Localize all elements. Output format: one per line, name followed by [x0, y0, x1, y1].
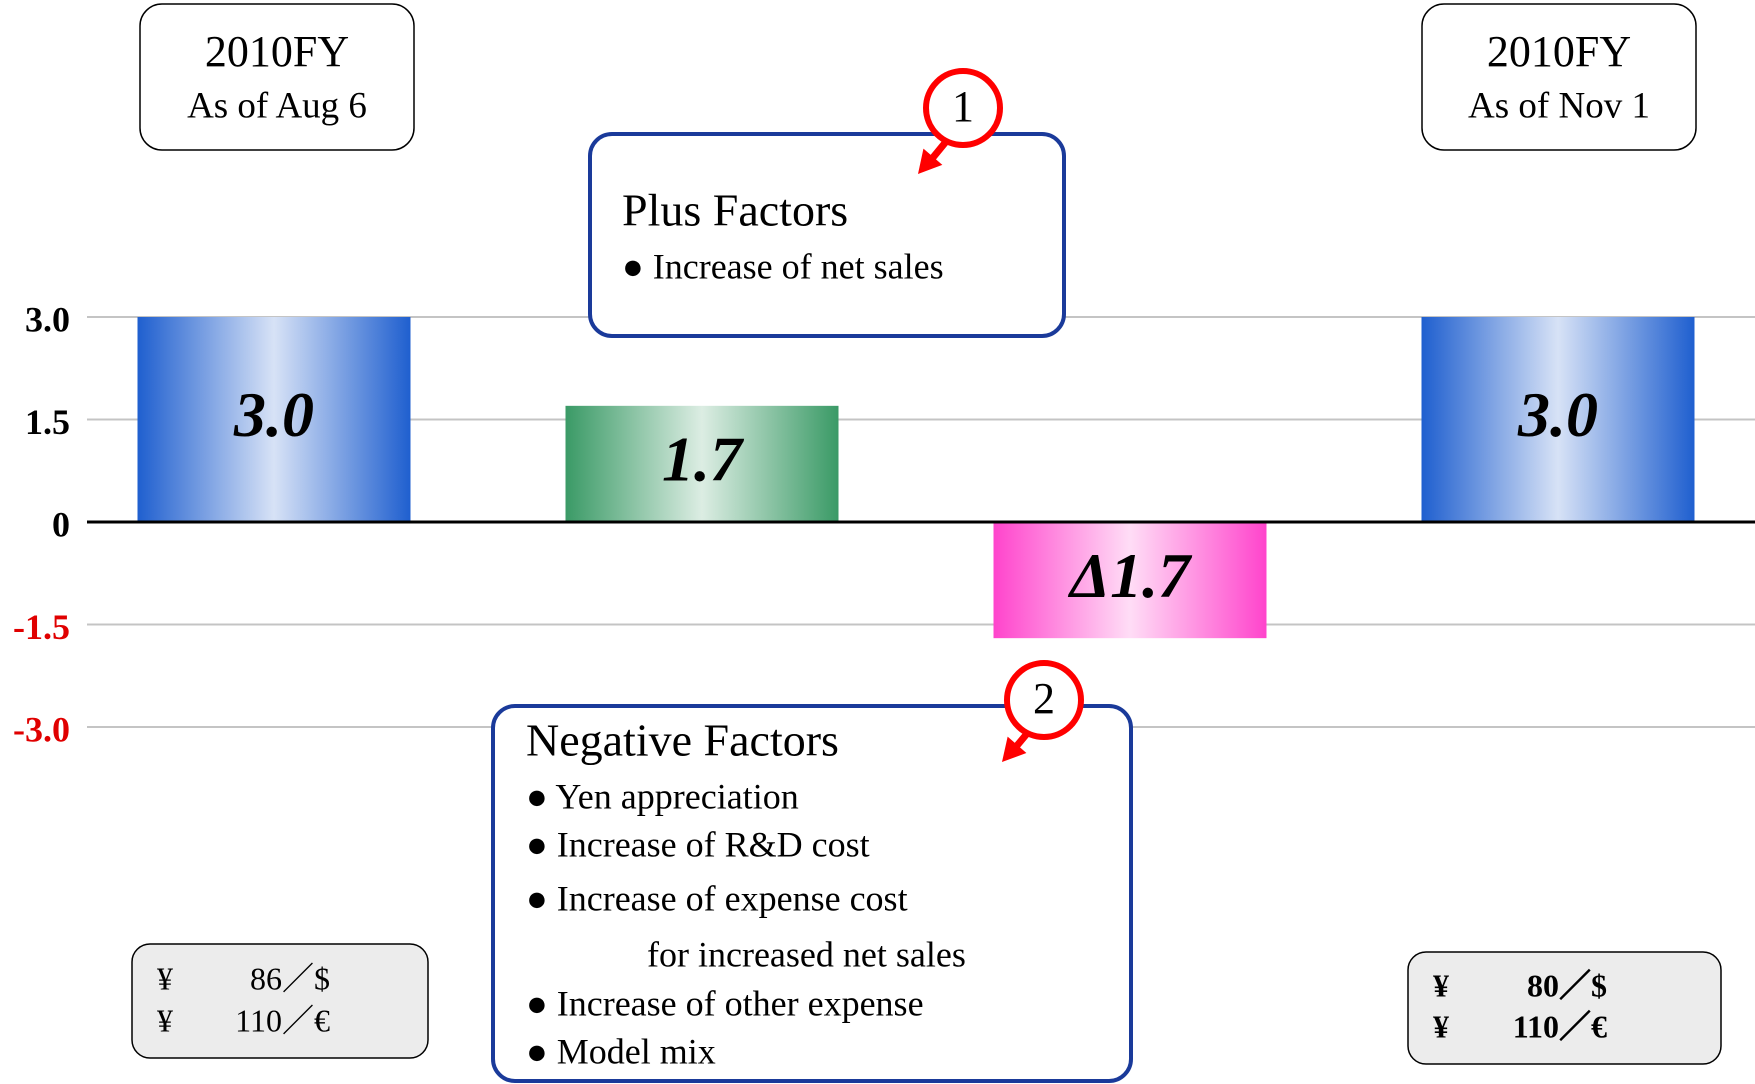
y-tick-label: -3.0: [13, 709, 70, 749]
header-box: [139, 3, 415, 151]
header-title: 2010FY: [1487, 27, 1631, 76]
header-title: 2010FY: [205, 27, 349, 76]
rate-value: 110／€: [1513, 1008, 1607, 1044]
y-tick-label: 1.5: [25, 402, 70, 442]
negative-item: ● Increase of R&D cost: [526, 824, 870, 864]
rate-currency: ¥: [157, 1002, 173, 1038]
bar: [565, 405, 839, 522]
marker-arrowhead: [918, 148, 943, 174]
rate-currency: ¥: [157, 960, 173, 996]
marker-circle: [1004, 660, 1084, 740]
y-tick-label: 3.0: [25, 299, 70, 339]
rate-value: 110／€: [235, 1002, 330, 1038]
rate-box: [1407, 951, 1722, 1065]
plus-box: [588, 132, 1066, 338]
value-label: 3.0: [1517, 379, 1598, 450]
rate-currency: ¥: [1433, 967, 1449, 1003]
marker-number: 2: [1033, 674, 1055, 723]
negative-item: for increased net sales: [647, 934, 966, 974]
rate-box: [131, 943, 429, 1059]
bar: [137, 317, 411, 522]
bar: [1421, 317, 1695, 522]
rate-value: 80／$: [1527, 967, 1607, 1003]
rate-value: 86／$: [250, 960, 330, 996]
bar: [993, 522, 1267, 639]
marker-circle: [923, 68, 1003, 148]
negative-title: Negative Factors: [526, 715, 839, 766]
negative-box: [491, 704, 1133, 1083]
negative-item: ● Increase of other expense: [526, 983, 924, 1023]
value-label: 3.0: [233, 379, 314, 450]
marker-number: 1: [952, 82, 974, 131]
value-label: 1.7: [662, 424, 745, 495]
plus-title: Plus Factors: [622, 185, 848, 236]
header-subtitle: As of Nov 1: [1468, 85, 1650, 126]
plus-item: ● Increase of net sales: [622, 246, 944, 286]
y-tick-label: 0: [52, 504, 70, 544]
rate-currency: ¥: [1433, 1008, 1449, 1044]
value-label: Δ1.7: [1067, 540, 1193, 611]
y-tick-label: -1.5: [13, 607, 70, 647]
negative-item: ● Model mix: [526, 1031, 716, 1071]
header-box: [1421, 3, 1697, 151]
negative-item: ● Yen appreciation: [526, 776, 799, 816]
negative-item: ● Increase of expense cost: [526, 878, 908, 918]
header-subtitle: As of Aug 6: [187, 85, 367, 126]
marker-arrowhead: [1002, 736, 1027, 762]
